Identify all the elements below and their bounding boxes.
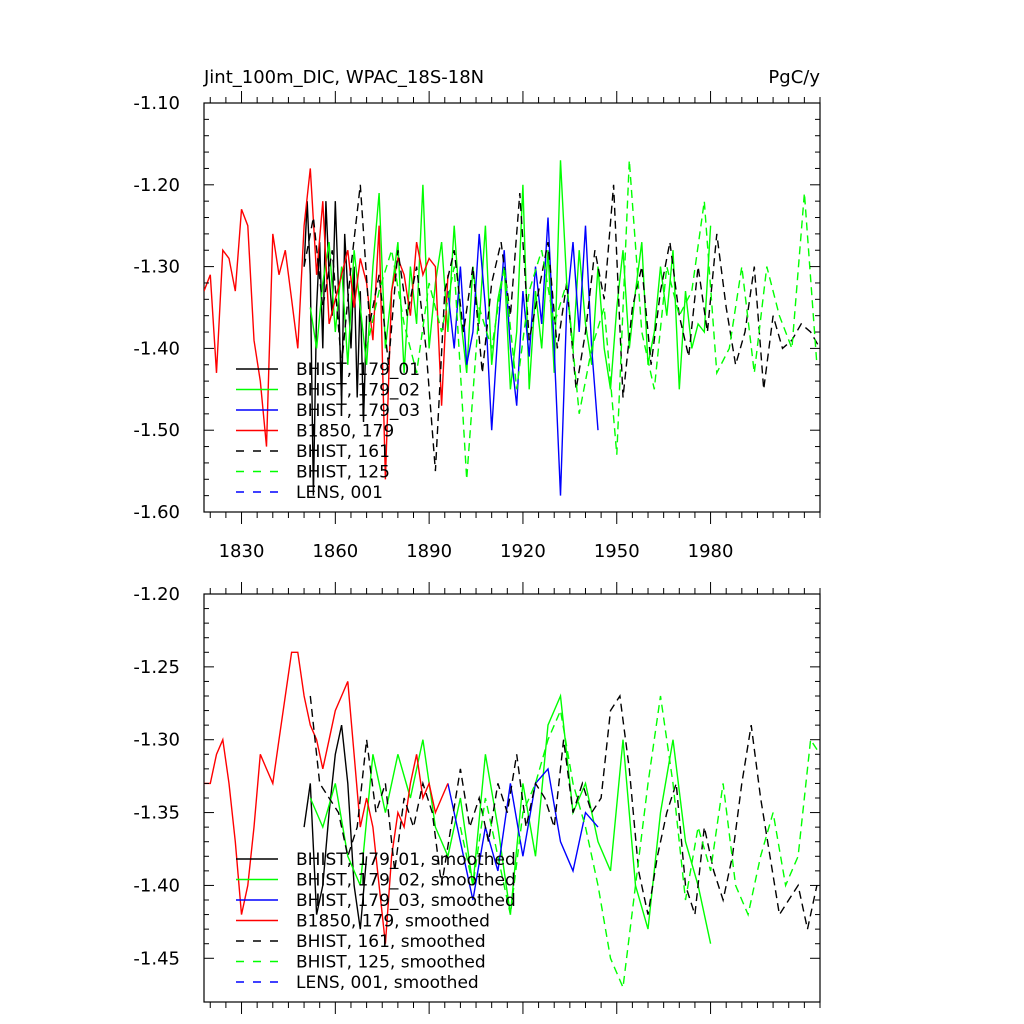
series-group [204,160,820,496]
legend-label: BHIST, 179_02, smoothed [296,871,516,891]
bottom-panel: -1.45 -1.40 -1.35 -1.30 -1.25 -1.20 BHIST, 179… [133,582,821,1014]
series-line-bhist-125-smoothed [459,695,820,991]
y-tick-label: -1.40 [133,338,180,359]
chart-title: Jint_100m_DIC, WPAC_18S-18N [203,67,484,88]
y-tick-label: -1.60 [133,502,180,523]
y-tick-label: -1.25 [133,657,180,678]
x-tick-label: 1920 [500,541,546,562]
y-tick-label: -1.35 [133,803,180,824]
series-line-bhist-179-03 [447,217,599,496]
series-line-b1850-179 [204,168,449,480]
series-line-bhist-161 [303,184,820,472]
y-tick-label: -1.50 [133,420,180,441]
y-tick-label: -1.40 [133,875,180,896]
top-panel: -1.60 -1.50 -1.40 -1.30 -1.20 -1.10 1830 1860 18… [133,67,821,562]
legend-label: B1850, 179, smoothed [296,912,490,932]
legend-label: LENS, 001 [296,483,383,503]
series-line-bhist-179-03-smoothed [447,767,599,901]
x-tick-label: 1860 [312,541,358,562]
series-group [204,651,820,991]
y-tick-label: -1.45 [133,948,180,969]
legend-label: BHIST, 179_01 [296,360,420,380]
y-tick-label: -1.30 [133,730,180,751]
legend-label: BHIST, 179_03, smoothed [296,891,516,911]
legend-label: LENS, 001, smoothed [296,973,479,993]
series-line-bhist-179-01-smoothed [303,724,368,930]
x-tick-label: 1950 [594,541,640,562]
legend-label: B1850, 179 [296,422,394,442]
legend-label: BHIST, 125 [296,463,390,483]
series-line-bhist-161-smoothed [309,694,818,930]
legend-label: BHIST, 125, smoothed [296,953,486,973]
y-tick-label: -1.20 [133,584,180,605]
plot-frame [203,102,821,513]
series-line-bhist-125 [365,160,818,480]
legend-label: BHIST, 161 [296,442,390,462]
y-tick-label: -1.30 [133,257,180,278]
legend-label: BHIST, 179_03 [296,401,420,421]
y-tick-label: -1.10 [133,93,180,114]
x-tick-label: 1980 [688,541,734,562]
units-label: PgC/y [768,67,820,88]
legend-label: BHIST, 161, smoothed [296,932,486,952]
series-line-bhist-179-01 [303,201,368,496]
legend-label: BHIST, 179_01, smoothed [296,850,516,870]
x-tick-label: 1830 [219,541,265,562]
x-tick-label: 1890 [406,541,452,562]
y-tick-label: -1.20 [133,175,180,196]
legend-label: BHIST, 179_02 [296,381,420,401]
